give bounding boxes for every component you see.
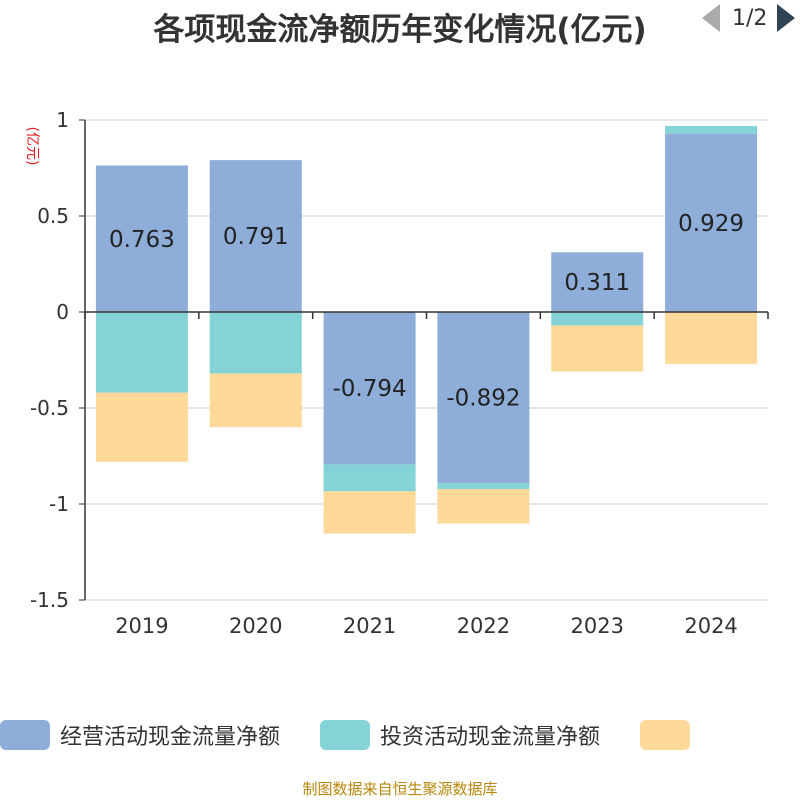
- legend-prev-page-button[interactable]: [702, 4, 720, 32]
- data-label-2020: 0.791: [223, 224, 289, 250]
- bar-2021-series-1[interactable]: [323, 464, 416, 492]
- bar-2019-series-2[interactable]: [95, 392, 188, 462]
- y-tick-label: -0.5: [30, 396, 69, 420]
- bar-2020-series-2[interactable]: [209, 373, 302, 428]
- data-label-2021: -0.794: [333, 376, 407, 402]
- x-tick-label: 2019: [115, 614, 168, 638]
- labels-layer: 0.763 0.791 -0.794 -0.892 0.311 0.929: [109, 211, 744, 412]
- bar-2023-series-1[interactable]: [551, 312, 644, 326]
- data-label-2024: 0.929: [678, 211, 744, 237]
- x-tick-label: 2024: [684, 614, 737, 638]
- bar-2020-series-0[interactable]: [209, 160, 302, 312]
- axis-layer: 1 0.5 0 -0.5 -1 -1.5 2019 2020 2021 2022 2023 2024: [30, 108, 769, 638]
- bar-2022-series-0[interactable]: [437, 312, 530, 484]
- legend-item-1[interactable]: 投资活动现金流量净额: [320, 717, 600, 753]
- bar-2023-series-2[interactable]: [551, 325, 644, 372]
- y-axis-unit-label: (亿元): [24, 127, 40, 166]
- bar-2022-series-2[interactable]: [437, 489, 530, 524]
- legend-swatch: [320, 720, 370, 750]
- legend-label: 经营活动现金流量净额: [60, 725, 281, 750]
- bar-2022-series-1[interactable]: [437, 483, 530, 490]
- y-tick-label: 0: [56, 300, 69, 324]
- bar-2019-series-1[interactable]: [95, 312, 188, 393]
- y-tick-label: 1: [56, 108, 69, 132]
- y-tick-label: 0.5: [37, 204, 69, 228]
- x-tick-label: 2022: [457, 614, 510, 638]
- legend-next-page-button[interactable]: [777, 4, 796, 32]
- grid-layer: [85, 119, 768, 601]
- legend-pager: 1/2: [700, 0, 800, 36]
- x-tick-label: 2023: [571, 614, 624, 638]
- x-tick-label: 2021: [343, 614, 396, 638]
- legend: 经营活动现金流量净额 投资活动现金流量净额: [0, 717, 800, 753]
- source-note: 制图数据来自恒生聚源数据库: [302, 780, 498, 798]
- data-label-2022: -0.892: [446, 386, 520, 412]
- bars-layer: [95, 125, 758, 534]
- legend-item-0[interactable]: 经营活动现金流量净额: [0, 717, 280, 753]
- x-tick-label: 2020: [229, 614, 282, 638]
- y-tick-label: -1.5: [30, 588, 69, 612]
- y-tick-label: -1: [49, 492, 69, 516]
- legend-swatch: [640, 720, 690, 750]
- bar-2024-series-0[interactable]: [665, 133, 758, 312]
- legend-swatch: [0, 720, 50, 750]
- legend-label: 投资活动现金流量净额: [380, 725, 601, 750]
- legend-item-2[interactable]: [640, 717, 690, 753]
- bar-2023-series-0[interactable]: [551, 252, 644, 312]
- bar-2024-series-2[interactable]: [665, 312, 758, 364]
- bar-2024-series-1[interactable]: [665, 125, 758, 134]
- data-label-2023: 0.311: [564, 270, 630, 296]
- bar-2021-series-2[interactable]: [323, 491, 416, 534]
- data-label-2019: 0.763: [109, 227, 175, 253]
- legend-page-indicator: 1/2: [732, 5, 768, 31]
- bar-2021-series-0[interactable]: [323, 312, 416, 465]
- bar-2019-series-0[interactable]: [95, 165, 188, 312]
- chart-title: 各项现金流净额历年变化情况(亿元): [153, 12, 647, 48]
- bar-2020-series-1[interactable]: [209, 312, 302, 374]
